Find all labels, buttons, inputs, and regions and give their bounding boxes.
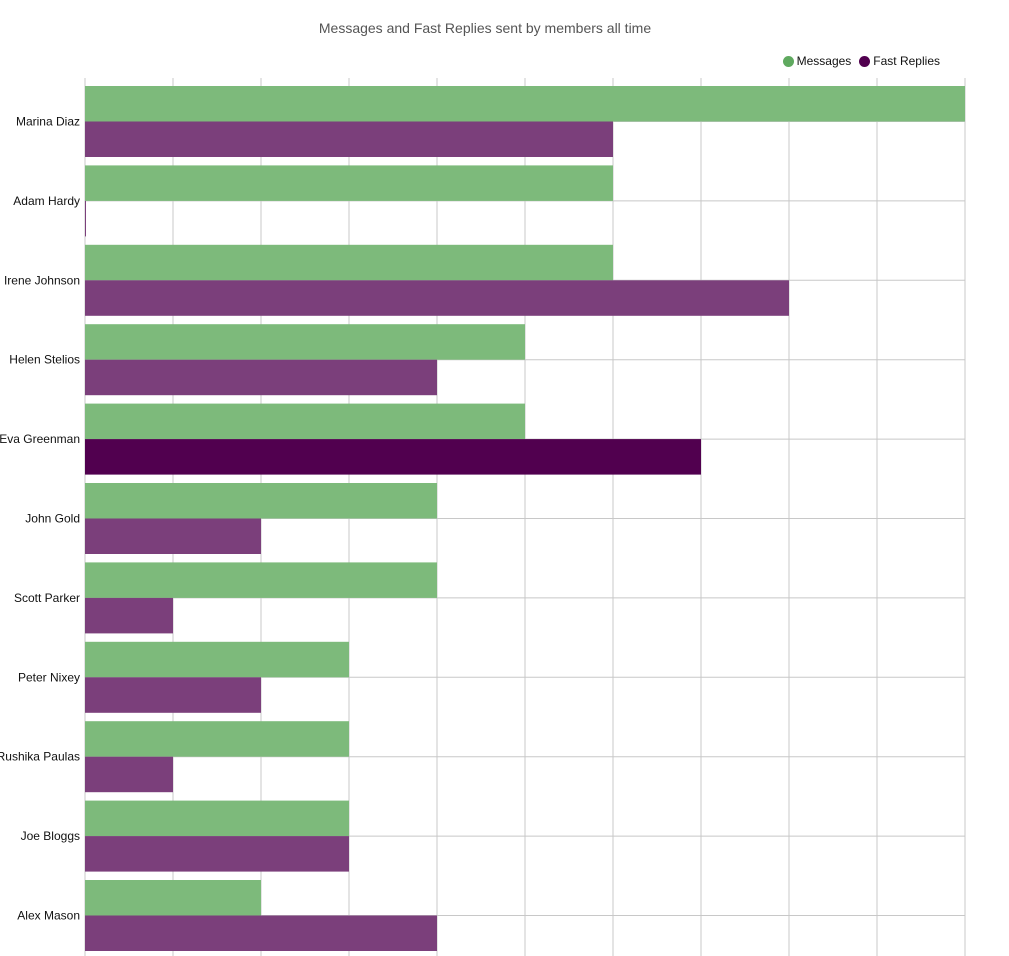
bar-messages-alex-mason[interactable] bbox=[85, 880, 261, 916]
category-label-john-gold: John Gold bbox=[25, 512, 80, 526]
category-label-irene-johnson: Irene Johnson bbox=[4, 273, 80, 287]
category-label-peter-nixey: Peter Nixey bbox=[18, 670, 80, 684]
category-label-alex-mason: Alex Mason bbox=[17, 909, 80, 923]
category-label-joe-bloggs: Joe Bloggs bbox=[21, 829, 80, 843]
bar-messages-adam-hardy[interactable] bbox=[85, 165, 613, 201]
bar-fast-replies-irene-johnson[interactable] bbox=[85, 280, 789, 316]
legend-item-fast-replies[interactable]: Fast Replies bbox=[859, 54, 940, 68]
bar-fast-replies-joe-bloggs[interactable] bbox=[85, 836, 349, 872]
legend-swatch-messages bbox=[782, 55, 794, 67]
legend: Messages Fast Replies bbox=[775, 54, 940, 68]
bar-fast-replies-rushika-paulas[interactable] bbox=[85, 756, 173, 793]
category-label-helen-stelios: Helen Stelios bbox=[9, 353, 80, 367]
bar-messages-irene-johnson[interactable] bbox=[85, 244, 613, 281]
bar-fast-replies-scott-parker[interactable] bbox=[85, 597, 173, 634]
category-label-rushika-paulas: Rushika Paulas bbox=[0, 750, 80, 764]
bar-messages-peter-nixey[interactable] bbox=[85, 641, 349, 678]
legend-swatch-fast-replies bbox=[859, 55, 871, 67]
bar-messages-eva-greenman[interactable] bbox=[85, 403, 525, 440]
legend-label-messages: Messages bbox=[796, 54, 852, 68]
bar-messages-joe-bloggs[interactable] bbox=[85, 800, 349, 837]
category-label-marina-diaz: Marina Diaz bbox=[16, 115, 80, 129]
chart-title: Messages and Fast Replies sent by member… bbox=[318, 20, 652, 36]
bar-fast-replies-alex-mason[interactable] bbox=[85, 915, 437, 952]
bar-fast-replies-adam-hardy[interactable] bbox=[85, 200, 86, 237]
bar-messages-marina-diaz[interactable] bbox=[85, 86, 965, 122]
legend-item-messages[interactable]: Messages bbox=[782, 54, 852, 68]
category-label-eva-greenman: Eva Greenman bbox=[0, 432, 80, 446]
bar-fast-replies-peter-nixey[interactable] bbox=[85, 677, 261, 713]
bar-fast-replies-helen-stelios[interactable] bbox=[85, 359, 437, 396]
bar-fast-replies-eva-greenman[interactable] bbox=[85, 439, 701, 475]
bar-messages-scott-parker[interactable] bbox=[85, 562, 437, 598]
bar-messages-john-gold[interactable] bbox=[85, 483, 437, 519]
bar-fast-replies-marina-diaz[interactable] bbox=[85, 121, 613, 158]
bar-fast-replies-john-gold[interactable] bbox=[85, 518, 261, 555]
category-label-scott-parker: Scott Parker bbox=[14, 591, 80, 605]
category-label-adam-hardy: Adam Hardy bbox=[13, 194, 80, 208]
bar-messages-helen-stelios[interactable] bbox=[85, 324, 525, 360]
bar-messages-rushika-paulas[interactable] bbox=[85, 721, 349, 757]
legend-label-fast-replies: Fast Replies bbox=[873, 54, 940, 68]
